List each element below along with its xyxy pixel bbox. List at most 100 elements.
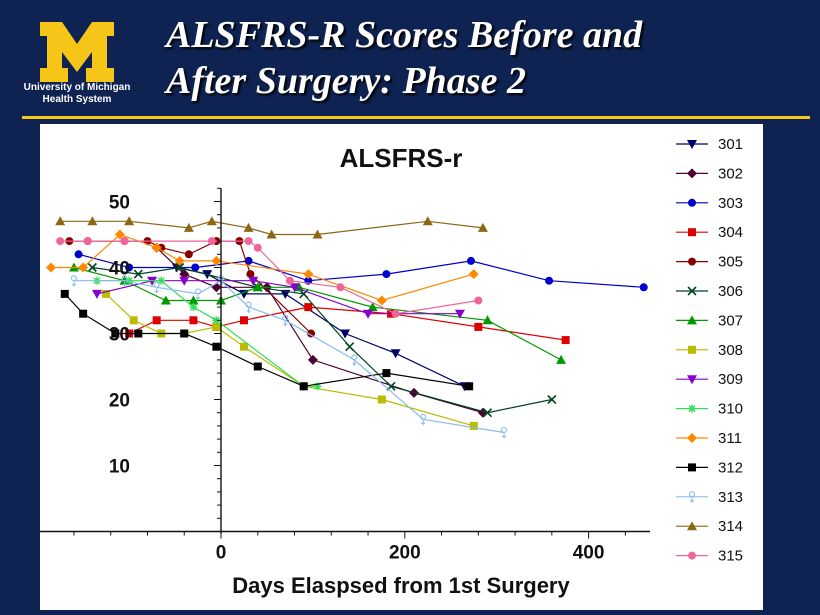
legend-swatch-marker	[687, 168, 697, 179]
series-308-point	[239, 342, 248, 351]
series-311	[45, 229, 479, 306]
series-308-point	[469, 421, 478, 430]
legend-item-304: 304	[676, 224, 743, 241]
series-302-point	[179, 269, 190, 280]
series-304-point	[561, 336, 570, 345]
legend-item-303: 303	[676, 195, 743, 212]
legend-swatch-marker	[688, 404, 696, 413]
series-309	[91, 276, 465, 319]
series-315-point	[336, 283, 345, 292]
series-315-point	[56, 237, 65, 246]
series-315-point	[474, 296, 483, 305]
series-310-point	[125, 276, 134, 285]
series-307-point	[252, 282, 263, 292]
legend-item-302: 302	[676, 165, 743, 182]
series-312-point	[299, 382, 308, 391]
legend-label: 305	[718, 254, 743, 271]
series-310-point	[157, 276, 166, 285]
legend-item-311: 311	[676, 430, 742, 447]
header-divider	[22, 116, 810, 119]
block-m-icon	[40, 22, 114, 82]
legend-swatch-marker	[687, 375, 697, 385]
series-301-point	[340, 329, 351, 339]
series-307-point	[556, 354, 567, 364]
series-313-point	[245, 301, 252, 314]
series-309-point	[91, 289, 102, 299]
series-310-point	[189, 303, 198, 312]
series-304-point	[239, 316, 248, 325]
y-tick-label: 50	[109, 193, 130, 214]
axes: 10 20 30 40 50 0 200 400	[40, 187, 650, 564]
series-314-point	[206, 216, 217, 226]
series-314-point	[124, 216, 135, 226]
series-301-point	[390, 349, 401, 359]
series-305-point	[246, 270, 255, 279]
logo-text-line2: Health System	[42, 94, 112, 105]
series-306-point	[175, 262, 185, 273]
series-315-line	[60, 240, 479, 315]
plot-area	[45, 216, 648, 439]
series-311-point	[376, 295, 387, 306]
series-303-point	[466, 256, 475, 265]
series-315-point	[120, 237, 129, 246]
legend-label: 307	[718, 312, 743, 329]
slide-title-line1: ALSFRS-R Scores Before and	[166, 14, 643, 56]
y-tick-label: 20	[109, 391, 130, 412]
series-308-point	[129, 316, 138, 325]
legend-item-307: 307	[676, 312, 743, 329]
series-312-point	[111, 329, 120, 338]
series-303-point	[74, 250, 83, 259]
legend-swatch-marker	[687, 140, 697, 149]
alsfrs-line-chart: ALSFRS-r 10 20 30 40 50 0 200 400 Days Elaspsed…	[40, 136, 743, 598]
series-314-line	[60, 220, 483, 236]
series-309-point	[248, 276, 259, 286]
series-307-point	[160, 295, 171, 305]
series-307-point	[367, 302, 378, 312]
university-logo: University of Michigan Health System	[22, 22, 132, 112]
series-312-point	[79, 309, 88, 318]
x-tick-label: 0	[216, 543, 227, 564]
series-314-point	[312, 229, 323, 239]
legend-swatch-marker	[687, 286, 697, 296]
series-313-point	[282, 314, 289, 327]
y-tick-label: 10	[109, 457, 130, 478]
legend-item-315: 315	[676, 548, 743, 565]
series-306-point	[482, 408, 493, 418]
series-313-point	[501, 426, 508, 439]
series-306-point	[547, 394, 557, 405]
series-308-point	[377, 395, 386, 404]
legend-label: 304	[718, 224, 743, 241]
series-313-line	[74, 279, 505, 434]
legend-item-301: 301	[676, 136, 743, 153]
legend-item-313: 313	[676, 489, 743, 506]
series-312-point	[253, 362, 262, 371]
series-311-point	[211, 255, 222, 266]
y-tick-label: 30	[109, 325, 130, 346]
series-312-point	[382, 369, 391, 378]
legend-label: 301	[718, 136, 743, 153]
series-302-point	[307, 354, 318, 365]
legend-label: 310	[718, 401, 743, 418]
series-307-point	[188, 295, 199, 305]
series-311-point	[468, 269, 479, 280]
series-307-point	[294, 282, 305, 292]
legend-label: 315	[718, 548, 743, 565]
series-313-point	[420, 413, 427, 426]
series-303-point	[125, 263, 134, 272]
series-315	[56, 237, 483, 318]
legend-item-308: 308	[676, 342, 743, 359]
series-311-point	[303, 269, 314, 280]
series-313-point	[194, 288, 202, 300]
legend: 301 302 303 304 305 306 307 308 309 310 311 312 313 3…	[676, 136, 743, 565]
series-315-point	[253, 243, 262, 252]
series-303-point	[191, 263, 200, 272]
series-314-point	[477, 222, 488, 232]
series-312-point	[212, 342, 221, 351]
series-303-point	[382, 270, 391, 279]
series-315-point	[285, 276, 294, 285]
legend-label: 309	[718, 371, 743, 388]
series-312	[60, 289, 474, 391]
legend-item-314: 314	[676, 518, 743, 535]
series-303-point	[639, 283, 648, 292]
legend-item-306: 306	[676, 283, 743, 300]
